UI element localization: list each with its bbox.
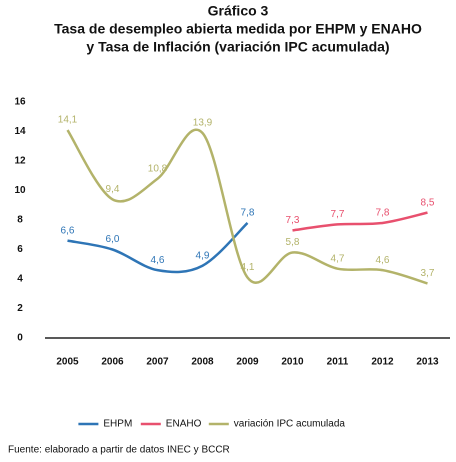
chart-subtitle: y Tasa de Inflación (variación IPC acumu… [86, 39, 389, 55]
y-tick-label: 4 [17, 274, 23, 285]
data-label: 4,9 [196, 250, 210, 261]
data-label: 7,7 [331, 209, 345, 220]
legend-label: EHPM [103, 419, 132, 430]
chart-subtitle: Tasa de desempleo abierta medida por EHP… [54, 21, 422, 37]
y-tick-label: 6 [17, 244, 23, 255]
x-tick-label: 2007 [146, 357, 169, 368]
chart-title: Gráfico 3 [208, 3, 269, 19]
data-label: 9,4 [106, 184, 120, 195]
legend-label: ENAHO [166, 419, 202, 430]
series-line [66, 128, 428, 285]
x-tick-label: 2006 [101, 357, 124, 368]
data-label: 7,8 [376, 208, 390, 219]
x-tick-label: 2011 [327, 357, 349, 368]
data-label: 7,8 [241, 208, 255, 219]
data-label: 6,0 [106, 234, 120, 245]
data-label: 4,1 [241, 262, 255, 273]
y-tick-label: 2 [17, 303, 23, 314]
y-tick-label: 12 [14, 156, 26, 167]
x-tick-label: 2005 [56, 357, 79, 368]
data-label: 7,3 [286, 215, 300, 226]
data-label: 4,6 [151, 255, 165, 266]
x-tick-label: 2010 [281, 357, 304, 368]
legend-label: variación IPC acumulada [234, 419, 346, 430]
y-tick-label: 8 [17, 215, 23, 226]
series-line [292, 211, 428, 232]
data-label: 6,6 [61, 225, 75, 236]
data-label: 4,7 [331, 253, 345, 264]
data-label: 8,5 [421, 197, 435, 208]
y-tick-label: 0 [17, 333, 23, 344]
source-note: Fuente: elaborado a partir de datos INEC… [8, 445, 230, 456]
data-label: 13,9 [193, 118, 213, 129]
y-tick-label: 14 [14, 126, 26, 137]
x-tick-label: 2009 [236, 357, 259, 368]
y-tick-label: 16 [14, 97, 26, 108]
data-label: 5,8 [286, 237, 300, 248]
data-label: 4,6 [376, 255, 390, 266]
x-tick-label: 2008 [191, 357, 214, 368]
data-label: 10,8 [148, 163, 168, 174]
series-line [67, 222, 249, 274]
data-label: 3,7 [421, 268, 435, 279]
y-tick-label: 10 [14, 185, 26, 196]
x-tick-label: 2013 [416, 357, 439, 368]
x-tick-label: 2012 [371, 357, 394, 368]
data-label: 14,1 [58, 115, 78, 126]
